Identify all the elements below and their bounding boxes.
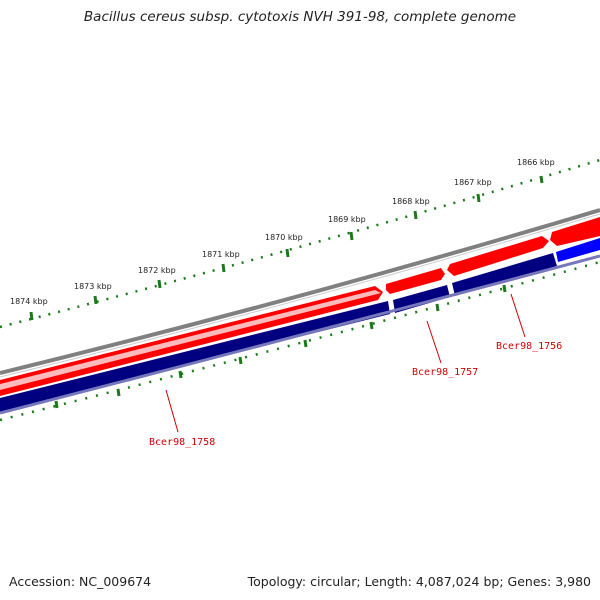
tick-mark — [29, 311, 34, 321]
tick-mark — [369, 321, 374, 330]
tick-label-1871: 1871 kbp — [202, 250, 240, 259]
tick-label-1873: 1873 kbp — [74, 282, 112, 291]
tick-label-1874: 1874 kbp — [10, 297, 48, 306]
backbone-inner — [0, 213, 600, 378]
gene-labels: Bcer98_1756 Bcer98_1757 Bcer98_1758 — [149, 341, 562, 448]
inner-major-ticks — [54, 284, 507, 409]
gene-label-bcer98-1758[interactable]: Bcer98_1758 — [149, 437, 215, 448]
tick-mark — [178, 370, 183, 379]
accession-label: Accession: NC_009674 — [9, 574, 152, 589]
tick-mark — [285, 248, 290, 258]
tick-labels: 1866 kbp 1867 kbp 1868 kbp 1869 kbp 1870… — [10, 158, 555, 306]
reverse-track-shadow — [0, 254, 600, 415]
tick-label-1867: 1867 kbp — [454, 178, 492, 187]
forward-gene[interactable] — [550, 217, 600, 246]
backbone-outer — [0, 208, 600, 375]
outer-scale-track — [0, 158, 600, 329]
tick-mark — [157, 279, 162, 289]
map-title: Bacillus cereus subsp. cytotoxis NVH 391… — [83, 9, 517, 25]
reverse-gene-track — [0, 238, 600, 415]
tick-mark — [413, 210, 418, 220]
tick-mark — [54, 400, 59, 409]
tick-mark — [349, 231, 354, 241]
leader-lines — [165, 293, 526, 433]
leader-line-bcer98-1756 — [510, 293, 526, 338]
forward-gene[interactable] — [447, 236, 549, 276]
gene-bcer98-1756[interactable] — [452, 253, 557, 296]
tick-label-1872: 1872 kbp — [138, 266, 176, 275]
tick-mark — [539, 175, 544, 184]
forward-gene[interactable] — [386, 268, 445, 294]
tick-mark — [502, 284, 507, 293]
tick-mark — [476, 193, 481, 203]
tick-label-1868: 1868 kbp — [392, 197, 430, 206]
gene-label-bcer98-1756[interactable]: Bcer98_1756 — [496, 341, 562, 352]
genome-summary-label: Topology: circular; Length: 4,087,024 bp… — [247, 574, 591, 589]
leader-line-bcer98-1758 — [165, 389, 179, 433]
tick-mark — [303, 339, 308, 348]
gene-label-bcer98-1757[interactable]: Bcer98_1757 — [412, 367, 478, 378]
leader-line-bcer98-1757 — [426, 320, 442, 364]
forward-gene[interactable] — [0, 290, 381, 390]
tick-mark — [238, 356, 243, 365]
tick-label-1869: 1869 kbp — [328, 215, 366, 224]
tick-label-1866: 1866 kbp — [517, 158, 555, 167]
tick-label-1870: 1870 kbp — [265, 233, 303, 242]
reverse-gene-highlight[interactable] — [556, 238, 600, 262]
tick-mark — [116, 388, 121, 397]
major-ticks — [29, 175, 544, 321]
tick-mark — [435, 303, 440, 312]
forward-gene-track — [0, 217, 600, 396]
inner-scale-track — [0, 260, 600, 422]
gene-bcer98-1758[interactable] — [0, 301, 390, 412]
tick-mark — [221, 263, 226, 273]
tick-mark — [93, 295, 98, 305]
